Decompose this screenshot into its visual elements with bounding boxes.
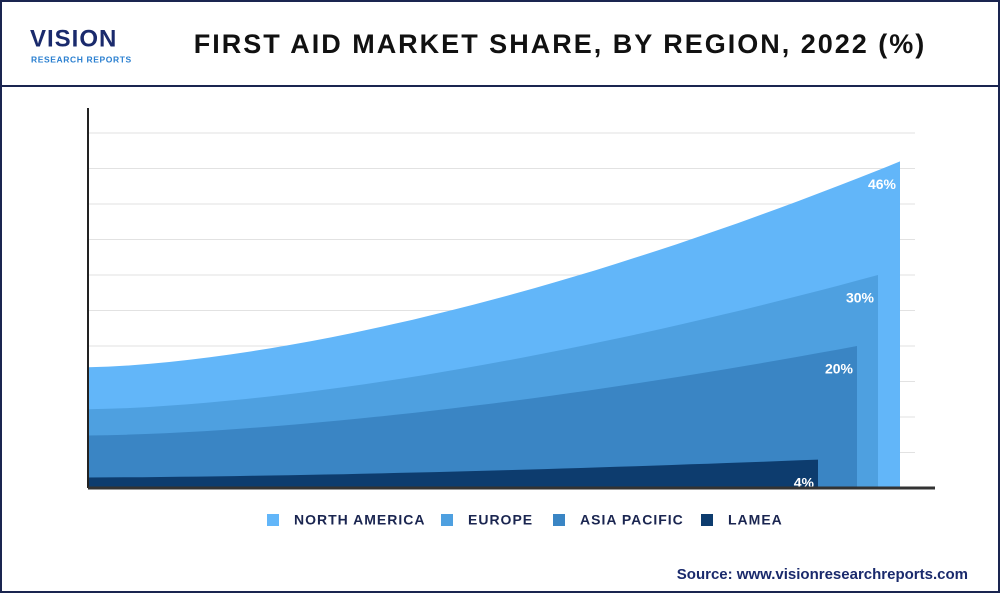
value-label: 20% bbox=[825, 361, 854, 377]
legend-label: EUROPE bbox=[468, 512, 533, 528]
legend-swatch bbox=[441, 514, 453, 526]
source: Source: www.visionresearchreports.com bbox=[677, 566, 968, 583]
legend-label: LAMEA bbox=[728, 512, 783, 528]
value-label: 4% bbox=[794, 474, 815, 490]
legend-swatch bbox=[701, 514, 713, 526]
area bbox=[88, 459, 818, 488]
legend-label: ASIA PACIFIC bbox=[580, 512, 684, 528]
legend-swatch bbox=[553, 514, 565, 526]
chart-title: FIRST AID MARKET SHARE, BY REGION, 2022 … bbox=[194, 29, 927, 59]
logo-sub: RESEARCH REPORTS bbox=[31, 54, 132, 64]
logo: VISION bbox=[30, 25, 117, 52]
legend-swatch bbox=[267, 514, 279, 526]
area bbox=[88, 346, 857, 488]
legend-label: NORTH AMERICA bbox=[294, 512, 425, 528]
value-label: 46% bbox=[868, 176, 897, 192]
value-label: 30% bbox=[846, 290, 875, 306]
